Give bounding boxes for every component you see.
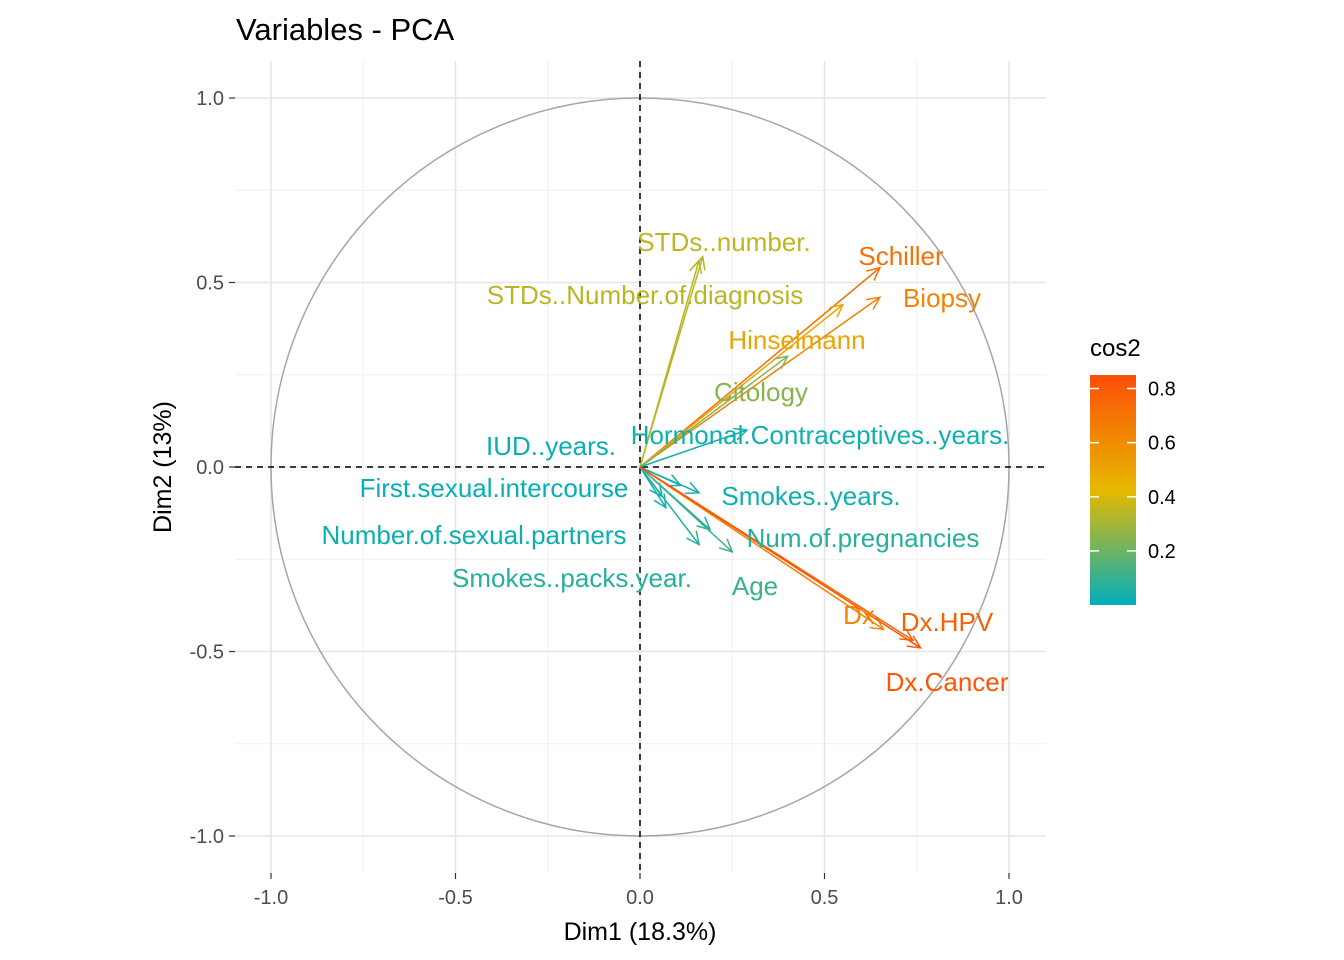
arrow-head (899, 628, 915, 642)
arrow-Biopsy (639, 296, 882, 468)
legend-title: cos2 (1090, 335, 1141, 362)
variable-label: First.sexual.intercourse (360, 473, 629, 503)
legend-tick-label: 0.8 (1148, 379, 1176, 401)
arrow-Smokes..packs.year. (639, 466, 701, 546)
x-tick-label: 0.5 (811, 887, 839, 909)
arrow-head (685, 481, 701, 495)
arrow-shaft (639, 267, 881, 468)
arrow-shaft (639, 355, 789, 468)
arrow-shaft (639, 304, 844, 468)
arrow-head (718, 538, 734, 554)
y-tick-label: 0.0 (196, 457, 224, 479)
variable-label: Dx.Cancer (886, 667, 1009, 697)
x-tick-label: 1.0 (995, 887, 1023, 909)
arrow-shaft (639, 429, 748, 468)
arrow-Citology (639, 355, 789, 468)
arrow-shaft (639, 296, 881, 468)
variable-label: Biopsy (903, 283, 981, 313)
variable-arrows (639, 255, 922, 649)
arrow-head (689, 258, 703, 275)
variable-label: Citology (714, 377, 808, 407)
variable-label: STDs..Number.of.diagnosis (487, 280, 803, 310)
arrow-Hinselmann (639, 303, 845, 468)
arrow-head (733, 427, 749, 441)
arrow-shaft (639, 466, 700, 494)
x-tick-label: -1.0 (254, 887, 288, 909)
y-tick-label: 1.0 (196, 88, 224, 110)
x-axis-ticks: -1.0 -0.5 0.0 0.5 1.0 (254, 873, 1023, 909)
variable-label: Hormonal.Contraceptives..years. (631, 420, 1010, 450)
arrow-head (865, 296, 882, 310)
arrow-head (686, 530, 701, 546)
arrow-Smokes..years. (639, 466, 701, 495)
arrow-shaft (639, 260, 700, 468)
variable-labels: STDs..number. STDs..Number.of.diagnosis Sc… (322, 227, 1010, 697)
variable-label: Smokes..packs.year. (452, 563, 692, 593)
x-tick-label: 0.0 (626, 887, 654, 909)
legend-tick-label: 0.6 (1148, 433, 1176, 455)
y-tick-label: -0.5 (190, 642, 224, 664)
y-tick-label: -1.0 (190, 826, 224, 848)
variable-label: Age (732, 571, 778, 601)
x-axis-title: Dim1 (18.3%) (564, 918, 717, 946)
legend-colorbar (1090, 375, 1136, 605)
arrow-shaft (639, 466, 700, 545)
x-tick-label: -0.5 (438, 887, 472, 909)
arrow-head (866, 266, 882, 281)
arrow-shaft (639, 466, 921, 649)
arrow-STDs..Number.of.diagnosis (639, 258, 703, 468)
y-axis-ticks: 1.0 0.5 0.0 -0.5 -1.0 (190, 88, 235, 848)
arrow-Hormonal.Contraceptives..years. (639, 427, 749, 468)
variable-label: Num.of.pregnancies (747, 523, 980, 553)
variable-label: Dx.HPV (901, 607, 994, 637)
chart-title: Variables - PCA (236, 12, 455, 47)
legend: cos2 0.8 0.6 0.4 0.2 (1090, 335, 1176, 605)
y-axis-title: Dim2 (13%) (149, 401, 177, 533)
arrow-head (696, 516, 712, 531)
variable-label: Smokes..years. (721, 481, 900, 511)
arrow-Schiller (639, 266, 882, 468)
variable-label: STDs..number. (637, 227, 810, 257)
variable-label: Dx (843, 600, 875, 630)
variable-label: IUD..years. (486, 431, 616, 461)
arrow-Age (639, 466, 734, 554)
arrow-Dx.Cancer (639, 466, 922, 649)
variable-label: Schiller (858, 241, 944, 271)
variable-label: Number.of.sexual.partners (322, 520, 627, 550)
arrow-head (906, 635, 922, 649)
legend-tick-label: 0.2 (1148, 541, 1176, 563)
legend-ticks: 0.8 0.6 0.4 0.2 (1090, 379, 1176, 563)
arrow-head (829, 303, 845, 318)
arrow-head (773, 355, 789, 370)
arrow-shaft (639, 466, 733, 553)
variable-label: Hinselmann (728, 325, 865, 355)
legend-tick-label: 0.4 (1148, 487, 1176, 509)
y-tick-label: 0.5 (196, 273, 224, 295)
